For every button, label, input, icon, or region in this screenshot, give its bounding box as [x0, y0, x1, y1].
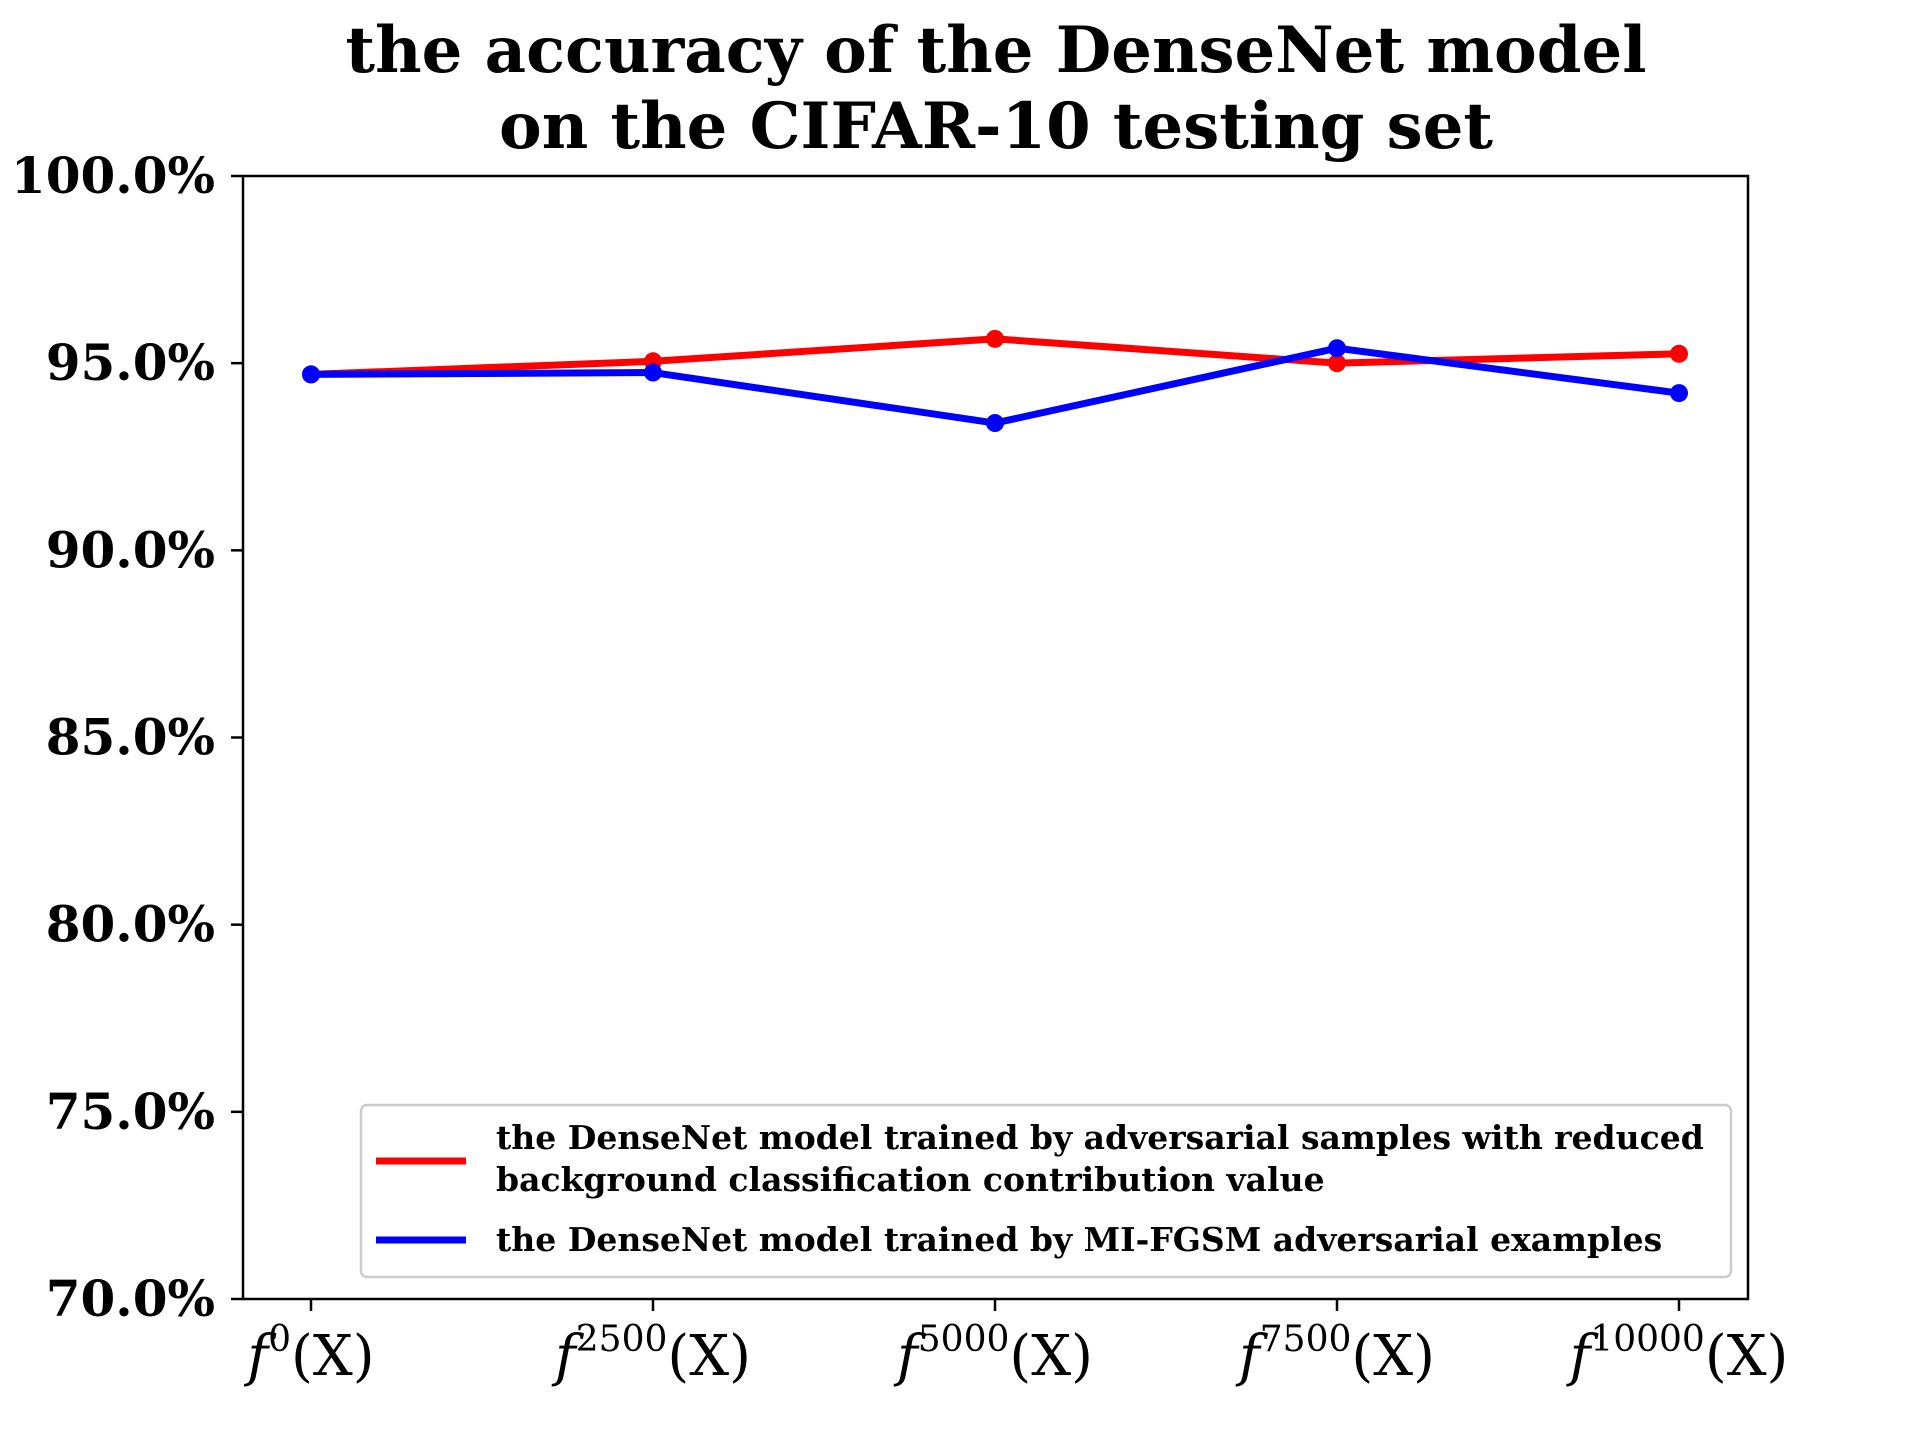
series-2	[302, 339, 1688, 433]
chart-title-line: on the CIFAR-10 testing set	[499, 89, 1493, 164]
data-point	[1670, 344, 1688, 363]
data-point	[1328, 354, 1346, 373]
chart-title-line: the accuracy of the DenseNet model	[346, 13, 1647, 88]
series-group	[302, 329, 1688, 433]
x-tick-label: f7500(X)	[1235, 1319, 1435, 1389]
x-tick-label: f2500(X)	[551, 1319, 751, 1389]
y-axis: 70.0% 75.0% 80.0% 85.0% 90.0% 95.0% 100.0%	[11, 146, 243, 1328]
data-point	[1670, 384, 1688, 403]
y-tick-label: 95.0%	[46, 333, 215, 392]
data-point	[302, 365, 320, 384]
y-tick-label: 70.0%	[46, 1269, 215, 1328]
x-tick-label: f5000(X)	[893, 1319, 1093, 1389]
x-axis: f0(X) f2500(X) f5000(X) f7500(X) f10000(X)	[243, 1299, 1788, 1389]
legend-label: the DenseNet model trained by MI-FGSM ad…	[496, 1220, 1662, 1259]
y-tick-label: 85.0%	[46, 708, 215, 767]
x-tick-label: f10000(X)	[1566, 1319, 1789, 1389]
data-point	[986, 329, 1004, 348]
legend-entry-2: the DenseNet model trained by MI-FGSM ad…	[376, 1220, 1662, 1259]
legend: the DenseNet model trained by adversaria…	[359, 1103, 1733, 1279]
legend-box	[359, 1103, 1733, 1279]
y-tick-label: 75.0%	[46, 1082, 215, 1141]
legend-entry-1: the DenseNet model trained by adversaria…	[376, 1118, 1704, 1199]
y-tick-label: 100.0%	[11, 146, 215, 205]
data-point	[1328, 339, 1346, 358]
data-point	[986, 414, 1004, 433]
y-tick-label: 90.0%	[46, 520, 215, 579]
legend-label: background classification contribution v…	[496, 1160, 1325, 1199]
data-point	[644, 363, 662, 382]
x-tick-label: f0(X)	[243, 1319, 374, 1389]
legend-label: the DenseNet model trained by adversaria…	[496, 1118, 1704, 1157]
y-tick-label: 80.0%	[46, 895, 215, 954]
